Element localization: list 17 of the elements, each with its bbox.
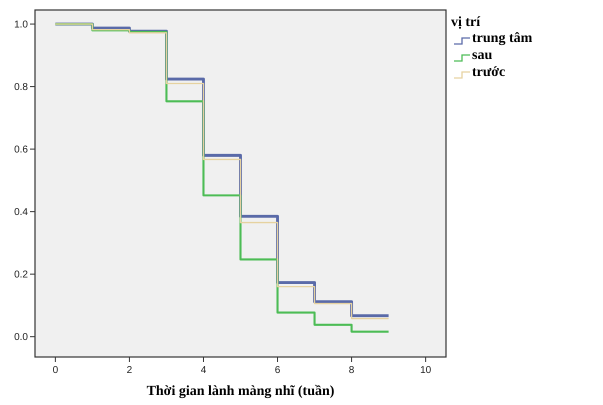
y-tick-label: 0.4 [14,207,28,218]
x-tick-label: 10 [420,365,432,376]
x-tick-label: 2 [126,365,133,376]
legend-label: trung tâm [472,31,533,46]
x-tick-label: 8 [348,365,355,376]
y-tick-label: 0.6 [14,144,28,156]
y-tick-label: 0.0 [14,332,28,344]
y-tick-label: 0.2 [14,270,28,281]
legend-label: trước [472,65,506,80]
y-tick-label: 1.0 [14,20,28,31]
x-tick-label: 0 [52,365,59,376]
x-tick-label: 6 [274,365,281,376]
y-tick-label: 0.8 [14,82,28,94]
legend-title: vị trí [451,15,482,30]
x-tick-label: 4 [200,365,207,376]
legend-label: sau [472,48,492,63]
x-axis-title: Thời gian lành màng nhĩ (tuần) [146,384,335,399]
